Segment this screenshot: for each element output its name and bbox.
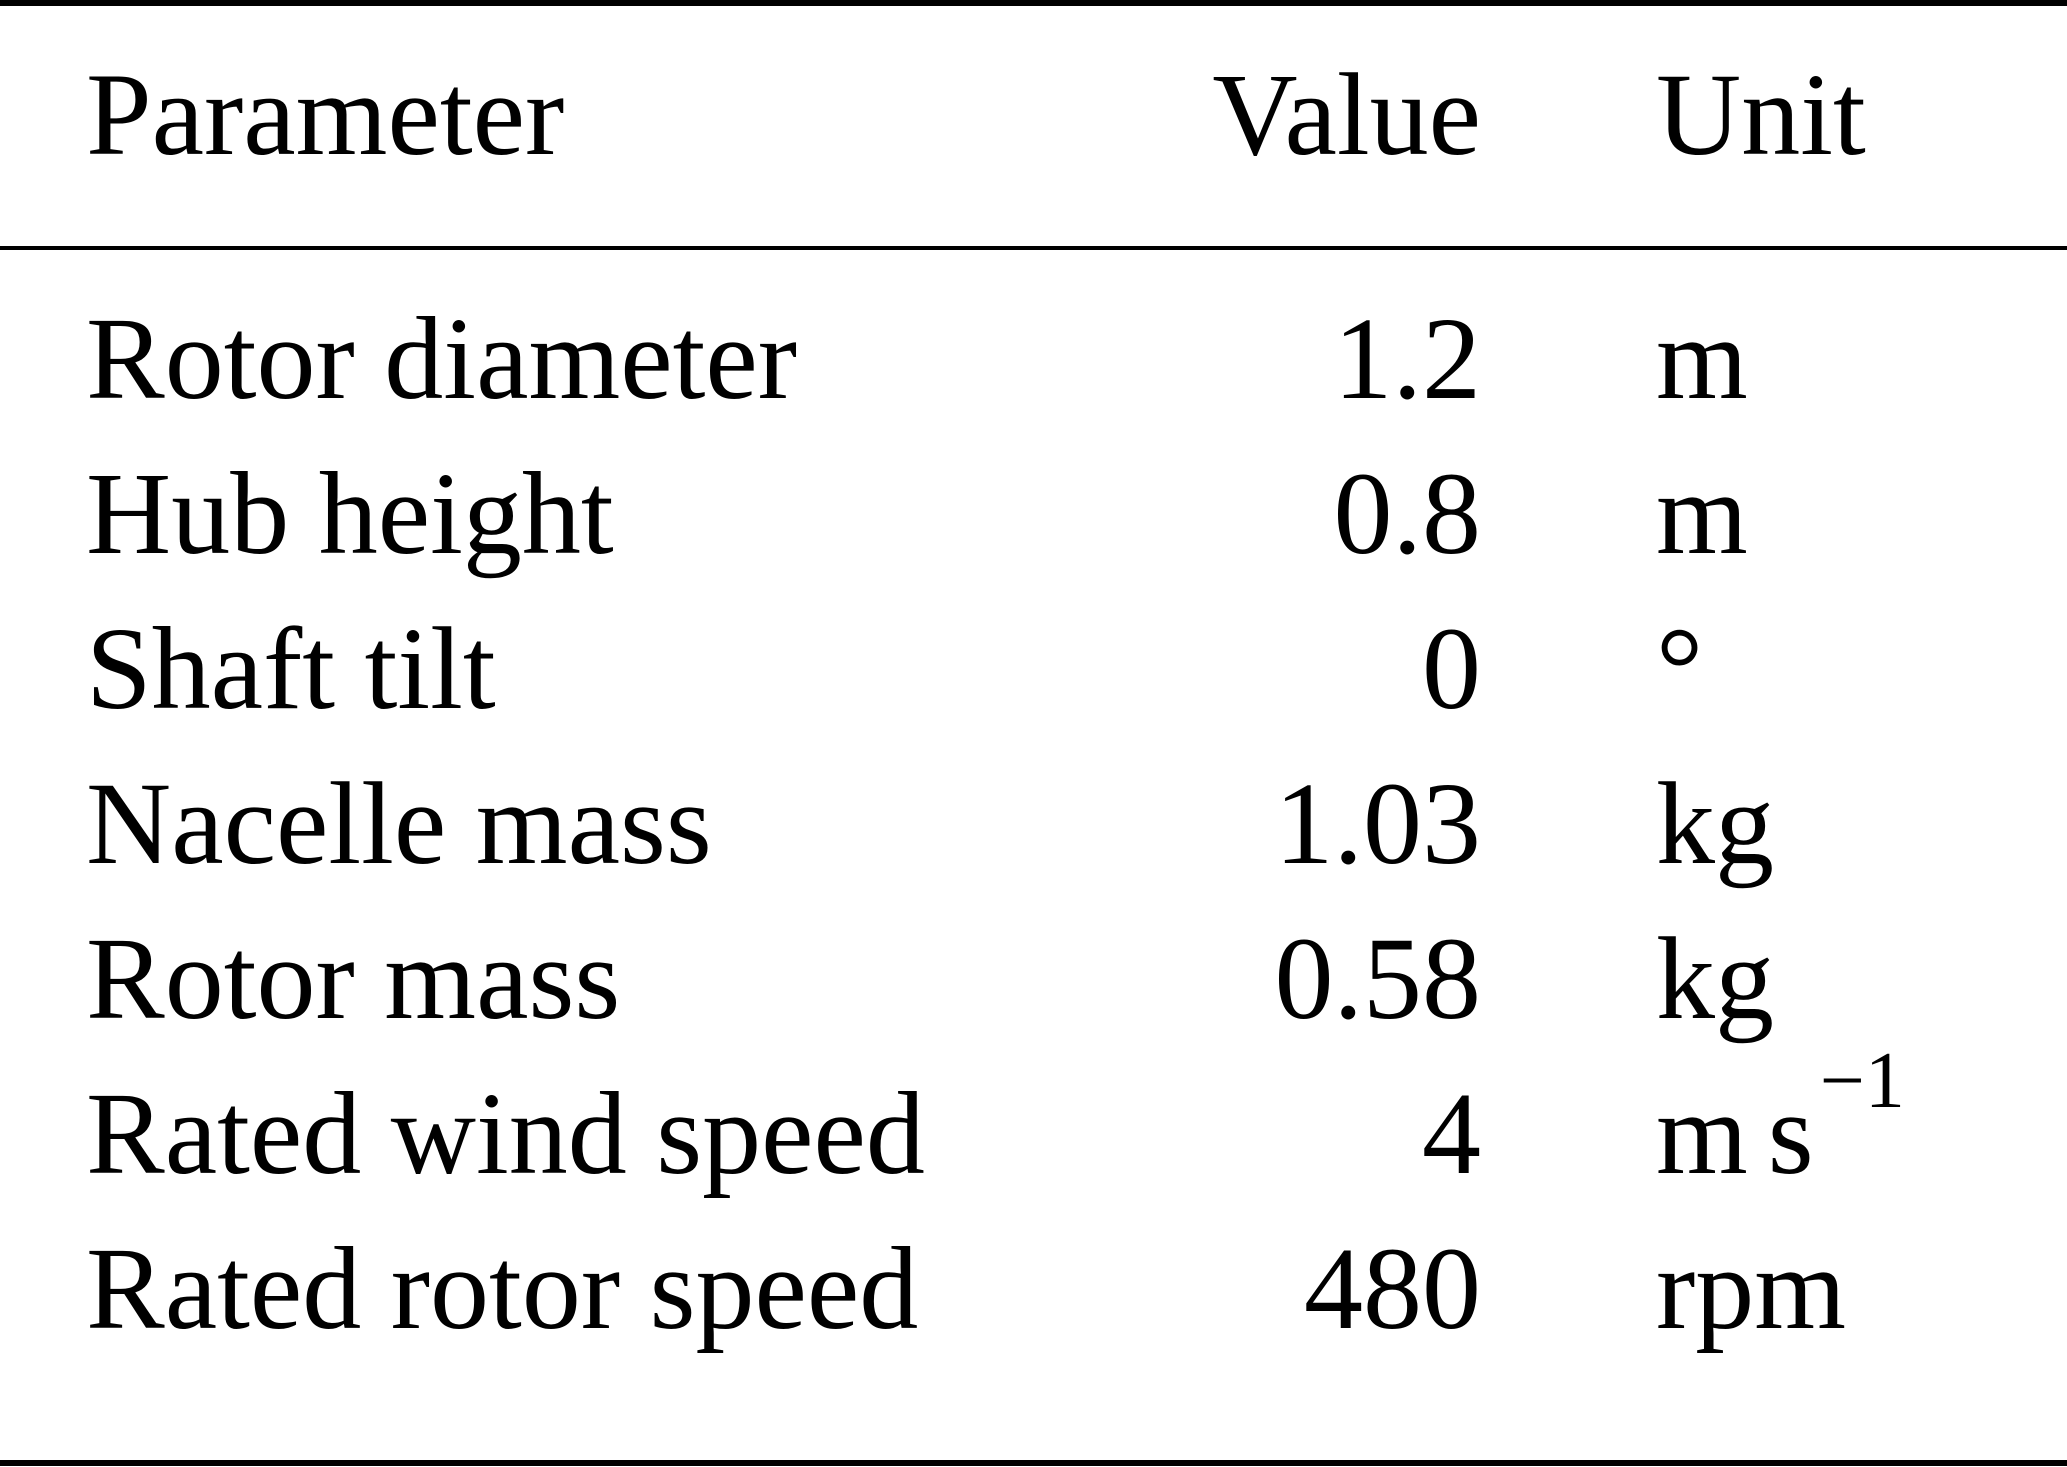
- row-parameter: Hub height: [86, 448, 614, 579]
- row-value: 0.8: [1333, 448, 1482, 579]
- table-row: Hub height 0.8 m: [0, 455, 2067, 610]
- row-unit: °: [1656, 603, 1704, 734]
- row-unit: m: [1656, 293, 1748, 424]
- unit-second: s: [1767, 1068, 1814, 1199]
- header-value: Value: [1212, 49, 1481, 180]
- row-unit: kg: [1656, 758, 1774, 889]
- bottom-rule: [0, 1460, 2067, 1466]
- row-unit: m: [1656, 448, 1748, 579]
- row-value: 1.2: [1333, 293, 1482, 424]
- row-unit: m s−1: [1656, 1041, 1905, 1193]
- row-unit: kg: [1656, 913, 1774, 1044]
- top-rule: [0, 0, 2067, 6]
- table-row: Rotor diameter 1.2 m: [0, 300, 2067, 455]
- row-parameter: Rated rotor speed: [86, 1223, 919, 1354]
- row-parameter: Shaft tilt: [86, 603, 496, 734]
- row-value: 1.03: [1274, 758, 1482, 889]
- row-parameter: Nacelle mass: [86, 758, 712, 889]
- table-row: Shaft tilt 0 °: [0, 610, 2067, 765]
- unit-exponent: −1: [1819, 1037, 1905, 1125]
- row-value: 4: [1422, 1068, 1481, 1199]
- row-value: 0.58: [1274, 913, 1482, 1044]
- row-parameter: Rotor diameter: [86, 293, 798, 424]
- row-value: 0: [1422, 603, 1481, 734]
- table-row: Nacelle mass 1.03 kg: [0, 765, 2067, 920]
- table-row: Rated wind speed 4 m s−1: [0, 1041, 2067, 1230]
- row-parameter: Rotor mass: [86, 913, 621, 1044]
- row-unit: rpm: [1656, 1223, 1847, 1354]
- row-value: 480: [1304, 1223, 1481, 1354]
- table-row: Rotor mass 0.58 kg: [0, 920, 2067, 1075]
- header-parameter: Parameter: [86, 49, 565, 180]
- unit-base: m: [1656, 1068, 1748, 1199]
- header-rule: [0, 246, 2067, 250]
- table-row: Rated rotor speed 480 rpm: [0, 1230, 2067, 1385]
- row-parameter: Rated wind speed: [86, 1068, 925, 1199]
- header-unit: Unit: [1656, 49, 1866, 180]
